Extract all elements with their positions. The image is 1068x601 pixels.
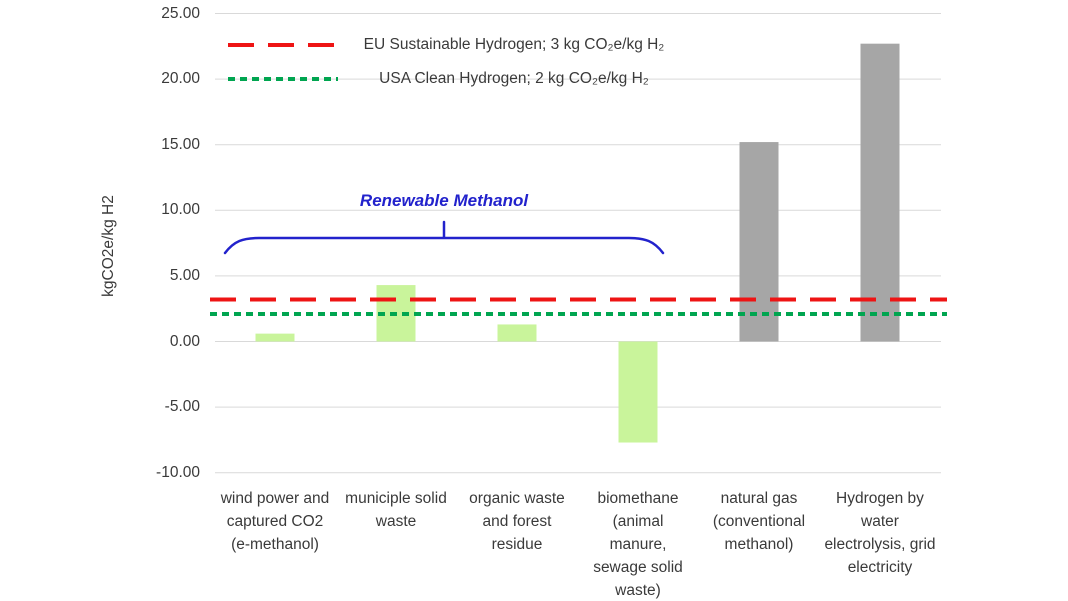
legend-item-eu-threshold: EU Sustainable Hydrogen; 3 kg CO₂e/kg H₂ bbox=[228, 33, 690, 57]
renewable-methanol-brace bbox=[223, 220, 665, 255]
bar-category-3 bbox=[618, 341, 658, 443]
bar-category-4 bbox=[739, 142, 779, 342]
category-label-0: wind power and captured CO2 (e-methanol) bbox=[220, 490, 330, 553]
category-label-1: municiple solid waste bbox=[345, 490, 447, 530]
category-label-5: Hydrogen by water electrolysis, grid ele… bbox=[824, 490, 936, 576]
y-tick-15.00: 15.00 bbox=[161, 135, 200, 153]
y-tick--5.00: -5.00 bbox=[164, 398, 200, 416]
y-tick-0.00: 0.00 bbox=[169, 332, 200, 350]
legend-item-usa-threshold: USA Clean Hydrogen; 2 kg CO₂e/kg H₂ bbox=[228, 67, 690, 91]
green-dotted-line-sample-icon bbox=[228, 77, 338, 81]
bar-category-2 bbox=[497, 324, 537, 342]
category-label-4: natural gas (conventional methanol) bbox=[712, 490, 806, 553]
legend-label-usa: USA Clean Hydrogen; 2 kg CO₂e/kg H₂ bbox=[379, 70, 649, 87]
y-tick--10.00: -10.00 bbox=[156, 463, 200, 481]
bar-category-5 bbox=[860, 43, 900, 342]
y-tick-5.00: 5.00 bbox=[169, 266, 200, 284]
annotation-renewable-methanol: Renewable Methanol bbox=[359, 191, 529, 210]
red-dashed-line-sample-icon bbox=[228, 43, 338, 47]
legend: EU Sustainable Hydrogen; 3 kg CO₂e/kg H₂… bbox=[228, 33, 690, 101]
category-label-2: organic waste and forest residue bbox=[469, 490, 565, 553]
legend-label-eu: EU Sustainable Hydrogen; 3 kg CO₂e/kg H₂ bbox=[363, 36, 665, 53]
bar-category-0 bbox=[255, 333, 295, 342]
y-tick-20.00: 20.00 bbox=[161, 70, 200, 88]
y-tick-10.00: 10.00 bbox=[161, 201, 200, 219]
y-tick-25.00: 25.00 bbox=[161, 4, 200, 22]
category-label-3: biomethane (animal manure, sewage solid … bbox=[593, 490, 683, 599]
y-axis-title: kgCO2e/kg H2 bbox=[100, 195, 117, 297]
